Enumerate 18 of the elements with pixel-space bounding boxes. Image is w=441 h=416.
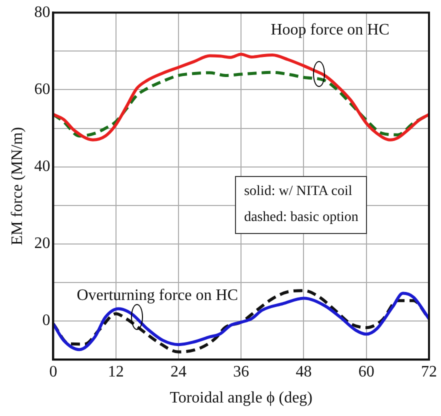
y-tick-label: 0 bbox=[42, 312, 50, 330]
x-tick-label: 36 bbox=[233, 363, 250, 380]
x-tick-label: 48 bbox=[296, 363, 312, 380]
line-series bbox=[53, 52, 429, 142]
annotation: dashed: basic option bbox=[244, 208, 358, 227]
x-tick-label: 72 bbox=[421, 363, 437, 380]
y-axis-title: EM force (MN/m) bbox=[8, 127, 26, 246]
y-tick-label: 80 bbox=[34, 4, 50, 21]
y-tick-label: 40 bbox=[34, 158, 50, 176]
y-tick-label: 20 bbox=[34, 235, 50, 252]
annotation: Overturning force on HC bbox=[76, 287, 238, 304]
annotation: solid: w/ NITA coil bbox=[244, 182, 354, 201]
x-tick-label: 12 bbox=[108, 363, 124, 380]
annotation: Hoop force on HC bbox=[270, 21, 390, 38]
x-tick-label: 24 bbox=[170, 363, 186, 380]
x-axis-title: Toroidal angle ϕ (deg) bbox=[170, 390, 313, 407]
x-tick-label: 60 bbox=[358, 363, 374, 380]
y-tick-label: 60 bbox=[34, 80, 50, 98]
